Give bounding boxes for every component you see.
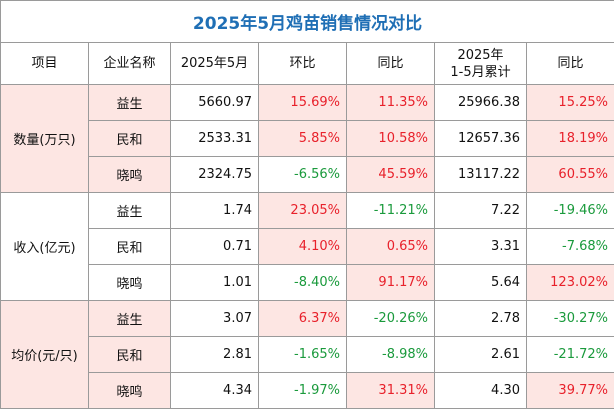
value-cell: 45.59% [346, 156, 435, 193]
data-row: 民和 2533.31 5.85% 10.58% 12657.36 18.19% [1, 120, 614, 157]
value-cell: 3.07 [170, 300, 259, 337]
data-row: 收入(亿元) 益生 1.74 23.05% -11.21% 7.22 -19.46% [0, 192, 614, 301]
table-title: 2025年5月鸡苗销售情况对比 [0, 0, 614, 43]
value-cell: 25966.38 [434, 84, 527, 121]
value-cell: 11.35% [346, 84, 435, 121]
data-row: 民和 2.81 -1.65% -8.98% 2.61 -21.72% [1, 336, 614, 373]
value-cell: 4.10% [258, 228, 347, 265]
value-cell: 60.55% [526, 156, 614, 193]
value-cell: 1.74 [170, 192, 259, 229]
value-cell: 91.17% [346, 264, 435, 301]
value-cell: 4.34 [170, 372, 259, 409]
value-cell: 5.85% [258, 120, 347, 157]
value-cell: 0.71 [170, 228, 259, 265]
company-name: 民和 [88, 120, 171, 157]
company-name: 益生 [88, 84, 171, 121]
value-cell: 4.30 [434, 372, 527, 409]
company-name: 益生 [88, 192, 171, 229]
company-name: 晓鸣 [88, 372, 171, 409]
value-cell: 7.22 [434, 192, 527, 229]
value-cell: -7.68% [526, 228, 614, 265]
value-cell: 23.05% [258, 192, 347, 229]
value-cell: -30.27% [526, 300, 614, 337]
value-cell: 1.01 [170, 264, 259, 301]
column-header: 同比 [526, 42, 614, 85]
value-cell: 10.58% [346, 120, 435, 157]
value-cell: 31.31% [346, 372, 435, 409]
value-cell: 2.78 [434, 300, 527, 337]
value-cell: -1.97% [258, 372, 347, 409]
value-cell: 2533.31 [170, 120, 259, 157]
company-name: 晓鸣 [88, 156, 171, 193]
column-header: 环比 [258, 42, 347, 85]
value-cell: -6.56% [258, 156, 347, 193]
group-label: 数量(万只) [0, 84, 89, 193]
value-cell: -8.40% [258, 264, 347, 301]
value-cell: -8.98% [346, 336, 435, 373]
value-cell: 2324.75 [170, 156, 259, 193]
value-cell: 5660.97 [170, 84, 259, 121]
value-cell: 2.61 [434, 336, 527, 373]
value-cell: 39.77% [526, 372, 614, 409]
header-row: 项目 企业名称 2025年5月 环比 同比 2025年 1-5月累计 同比 [0, 42, 614, 85]
data-row: 均价(元/只) 益生 3.07 6.37% -20.26% 2.78 -30.27% [0, 300, 614, 409]
company-name: 民和 [88, 228, 171, 265]
value-cell: 2.81 [170, 336, 259, 373]
data-row: 民和 0.71 4.10% 0.65% 3.31 -7.68% [1, 228, 614, 265]
value-cell: 6.37% [258, 300, 347, 337]
column-header: 2025年5月 [170, 42, 259, 85]
value-cell: -20.26% [346, 300, 435, 337]
group-label: 收入(亿元) [0, 192, 89, 301]
value-cell: 15.69% [258, 84, 347, 121]
data-row: 晓鸣 1.01 -8.40% 91.17% 5.64 123.02% [1, 264, 614, 301]
column-header: 同比 [346, 42, 435, 85]
value-cell: 123.02% [526, 264, 614, 301]
data-row: 数量(万只) 益生 5660.97 15.69% 11.35% 25966.38 15.25… [0, 84, 614, 193]
data-row: 晓鸣 2324.75 -6.56% 45.59% 13117.22 60.55% [1, 156, 614, 193]
value-cell: 15.25% [526, 84, 614, 121]
value-cell: -21.72% [526, 336, 614, 373]
column-header: 2025年 1-5月累计 [434, 42, 527, 85]
company-name: 民和 [88, 336, 171, 373]
column-header: 企业名称 [88, 42, 171, 85]
column-header: 项目 [0, 42, 89, 85]
company-name: 益生 [88, 300, 171, 337]
value-cell: 0.65% [346, 228, 435, 265]
value-cell: 3.31 [434, 228, 527, 265]
value-cell: -1.65% [258, 336, 347, 373]
value-cell: 12657.36 [434, 120, 527, 157]
group-label: 均价(元/只) [0, 300, 89, 409]
value-cell: 13117.22 [434, 156, 527, 193]
value-cell: 5.64 [434, 264, 527, 301]
value-cell: 18.19% [526, 120, 614, 157]
data-row: 晓鸣 4.34 -1.97% 31.31% 4.30 39.77% [1, 372, 614, 409]
value-cell: -11.21% [346, 192, 435, 229]
value-cell: -19.46% [526, 192, 614, 229]
company-name: 晓鸣 [88, 264, 171, 301]
